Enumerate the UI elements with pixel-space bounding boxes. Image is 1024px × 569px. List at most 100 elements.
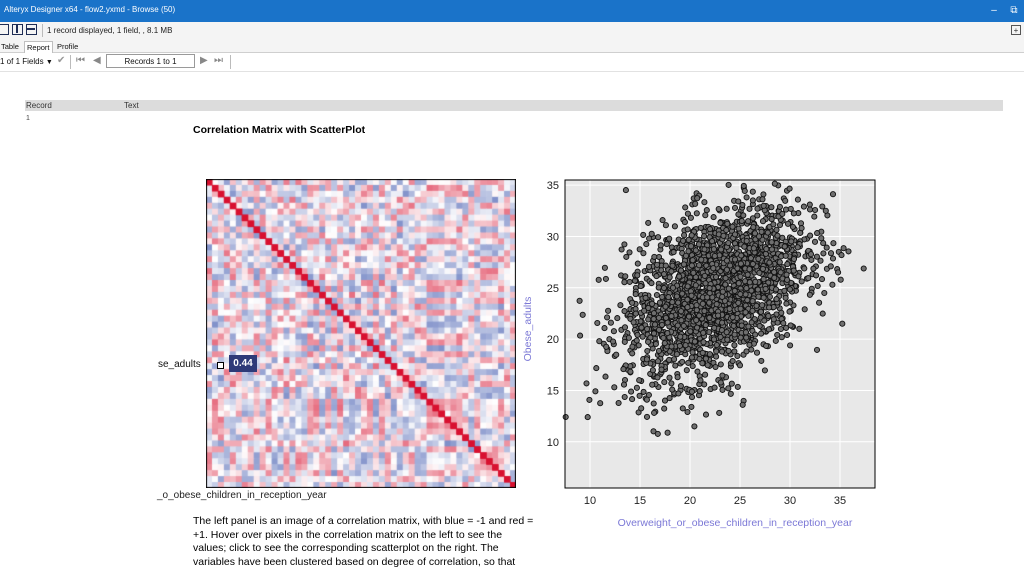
scatter-point [741, 243, 748, 250]
first-record-icon[interactable]: ⏮ [76, 55, 85, 66]
scatter-point [798, 278, 805, 285]
tab-report[interactable]: Report [24, 41, 53, 53]
scatter-point [621, 338, 628, 345]
scatter-point [666, 374, 673, 381]
next-record-icon[interactable]: ▶ [200, 55, 208, 66]
scatter-point [829, 191, 837, 198]
scatter-point [777, 325, 784, 333]
scatter-point [704, 294, 711, 301]
minimize-icon[interactable]: – [991, 5, 997, 16]
scatter-point [694, 324, 701, 331]
scatter-point [723, 227, 730, 234]
scatter-point [651, 409, 658, 416]
scatter-point [677, 333, 684, 340]
scatter-point [639, 333, 646, 340]
scatter-point [710, 336, 718, 343]
report-description: The left panel is an image of a correlat… [193, 515, 534, 568]
column-header-record[interactable]: Record [26, 101, 52, 110]
scatter-point [735, 225, 742, 232]
scatter-point [645, 338, 652, 345]
layout-single-icon[interactable] [0, 24, 9, 35]
scatter-point [607, 319, 614, 326]
fields-selector[interactable]: 1 of 1 Fields ▼ [0, 57, 53, 66]
scatter-point [768, 246, 775, 253]
last-record-icon[interactable]: ⏭ [214, 55, 223, 66]
x-tick-label: 15 [634, 495, 646, 507]
scatter-point [711, 384, 718, 391]
scatter-point [737, 273, 744, 280]
scatter-point [720, 232, 727, 239]
scatter-point [765, 312, 772, 320]
scatter-point [650, 428, 657, 435]
column-header-text[interactable]: Text [124, 101, 139, 110]
scatter-point [729, 223, 736, 230]
scatter-point [636, 392, 643, 399]
scatter-point [659, 293, 666, 301]
scatter-point [684, 408, 691, 416]
scatter-point [717, 379, 724, 386]
scatter-point [645, 316, 652, 323]
scatter-point [706, 226, 714, 233]
matrix-col-label: _o_obese_children_in_reception_year [157, 490, 327, 501]
scatter-plot[interactable]: 10 15 20 25 30 35 10 15 20 25 30 35 Overweight_or_ob… [515, 170, 890, 530]
records-range-field[interactable]: Records 1 to 1 [106, 54, 195, 68]
scatter-point [577, 332, 584, 339]
correlation-matrix[interactable] [206, 179, 516, 488]
scatter-point [814, 230, 821, 237]
window-title: Alteryx Designer x64 - flow2.yxmd - Brow… [4, 5, 176, 14]
scatter-point [685, 248, 692, 255]
scatter-point [706, 351, 713, 358]
scatter-point [605, 307, 612, 314]
scatter-point [783, 300, 790, 307]
scatter-point [713, 301, 720, 308]
scatter-point [649, 367, 656, 374]
scatter-point [688, 232, 695, 239]
scatter-point [725, 285, 732, 292]
scatter-point [601, 264, 608, 271]
scatter-point [743, 194, 750, 201]
scatter-point [650, 400, 657, 407]
scatter-point [706, 285, 713, 292]
checkmark-icon[interactable]: ✔ [57, 55, 66, 66]
scatter-point [681, 219, 688, 226]
scatter-point [642, 294, 649, 301]
scatter-point [706, 299, 713, 306]
scatter-point [748, 346, 755, 353]
scatter-point [754, 286, 761, 293]
y-axis-label: Obese_adults [522, 297, 534, 362]
scatter-point [630, 319, 637, 326]
scatter-point [839, 320, 846, 327]
scatter-point [648, 280, 655, 287]
scatter-point [633, 384, 640, 391]
scatter-point [672, 362, 679, 369]
previous-record-icon[interactable]: ◀ [93, 55, 101, 66]
scatter-point [731, 231, 739, 238]
scatter-point [640, 388, 647, 395]
scatter-point [702, 355, 709, 362]
tab-profile[interactable]: Profile [57, 42, 79, 51]
scatter-point [744, 271, 751, 278]
expand-icon[interactable]: + [1011, 25, 1021, 35]
scatter-point [632, 310, 639, 317]
scatter-point [579, 311, 586, 318]
record-navigation-bar: 1 of 1 Fields ▼ ✔ ⏮ ◀ Records 1 to 1 ▶ ⏭ [0, 53, 1024, 72]
scatter-point [812, 206, 819, 214]
scatter-point [655, 234, 662, 241]
scatter-point [629, 343, 636, 350]
layout-horizontal-split-icon[interactable] [26, 24, 37, 35]
matrix-row-label: se_adults [158, 359, 201, 370]
correlation-matrix-canvas[interactable] [206, 179, 516, 488]
scatter-point [702, 411, 710, 418]
scatter-point [780, 320, 787, 327]
restore-icon[interactable]: ⧉ [1010, 5, 1018, 16]
layout-vertical-split-icon[interactable] [12, 24, 23, 35]
scatter-point [685, 236, 692, 243]
tab-table[interactable]: Table [1, 42, 19, 51]
scatter-point [643, 396, 650, 403]
scatter-point [730, 322, 737, 329]
scatter-point [620, 366, 627, 373]
scatter-point [683, 367, 690, 374]
scatter-point [684, 226, 691, 233]
scatter-point [813, 346, 821, 353]
scatter-point [562, 413, 569, 421]
